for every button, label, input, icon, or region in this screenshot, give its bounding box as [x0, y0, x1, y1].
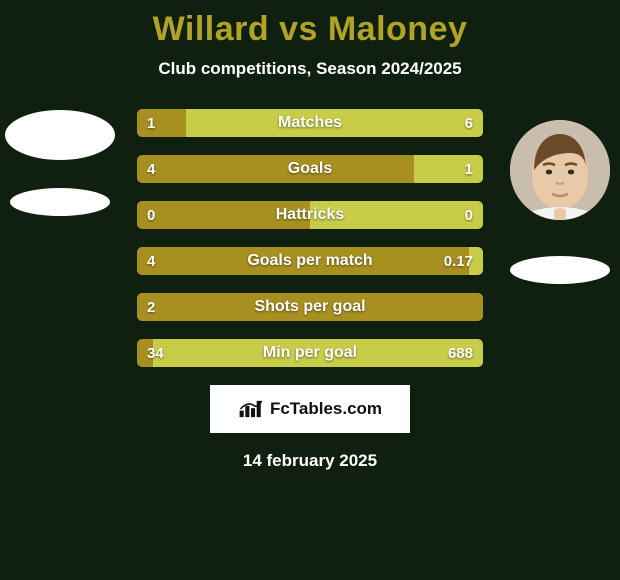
- player-a-shadow: [10, 188, 110, 216]
- stat-value-b: [463, 293, 483, 321]
- stat-value-b: 1: [455, 155, 483, 183]
- stat-value-a: 0: [137, 201, 165, 229]
- stat-value-a: 34: [137, 339, 174, 367]
- stat-value-a: 1: [137, 109, 165, 137]
- stat-row: Goals4 1: [137, 155, 483, 183]
- stat-value-a: 4: [137, 247, 165, 275]
- stat-label: Min per goal: [137, 339, 483, 367]
- stat-row: Hattricks0 0: [137, 201, 483, 229]
- logo-text: FcTables.com: [270, 399, 382, 419]
- stat-label: Goals: [137, 155, 483, 183]
- player-b-shadow: [510, 256, 610, 284]
- date-text: 14 february 2025: [0, 451, 620, 471]
- stat-value-a: 2: [137, 293, 165, 321]
- player-b-face-icon: [510, 120, 610, 220]
- stat-label: Goals per match: [137, 247, 483, 275]
- stat-value-b: 688: [438, 339, 483, 367]
- stat-label: Shots per goal: [137, 293, 483, 321]
- stat-value-b: 0: [455, 201, 483, 229]
- stat-value-b: 6: [455, 109, 483, 137]
- stat-label: Hattricks: [137, 201, 483, 229]
- stat-value-a: 4: [137, 155, 165, 183]
- player-b-avatar-wrap: [500, 120, 620, 284]
- subtitle: Club competitions, Season 2024/2025: [0, 59, 620, 79]
- fctables-logo[interactable]: FcTables.com: [210, 385, 410, 433]
- stat-label: Matches: [137, 109, 483, 137]
- player-b-avatar: [510, 120, 610, 220]
- stat-row: Min per goal34 688: [137, 339, 483, 367]
- player-a-name: Willard: [153, 10, 270, 48]
- stat-row: Shots per goal2: [137, 293, 483, 321]
- stat-row: Matches1 6: [137, 109, 483, 137]
- vs-word: vs: [279, 10, 318, 48]
- comparison-card: Willard vs Maloney Club competitions, Se…: [0, 0, 620, 580]
- player-a-avatar: [5, 110, 115, 160]
- comparison-title: Willard vs Maloney: [0, 10, 620, 49]
- player-b-name: Maloney: [328, 10, 468, 48]
- stat-row: Goals per match4 0.17: [137, 247, 483, 275]
- stats-rows: Matches16Goals41Hattricks00Goals per mat…: [137, 109, 483, 367]
- stat-value-b: 0.17: [434, 247, 483, 275]
- player-a-avatar-wrap: [0, 110, 120, 216]
- bars-icon: [238, 399, 264, 419]
